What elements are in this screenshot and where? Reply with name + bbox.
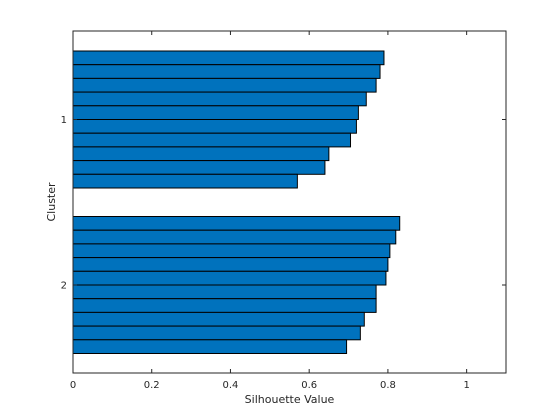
- silhouette-bar: [72, 146, 330, 162]
- x-tick-label: 0: [70, 380, 76, 391]
- y-tick-label: 1: [61, 115, 67, 126]
- silhouette-bar: [72, 229, 397, 245]
- silhouette-bar: [72, 119, 357, 134]
- silhouette-bar: [72, 325, 361, 341]
- x-tick-label: 0.4: [222, 380, 238, 391]
- silhouette-bar: [72, 243, 391, 259]
- silhouette-bar: [72, 91, 367, 107]
- silhouette-bar: [72, 270, 387, 286]
- y-tick-label: 2: [61, 281, 67, 292]
- silhouette-bar: [72, 173, 298, 189]
- x-tick-label: 0.8: [380, 380, 396, 391]
- silhouette-bar: [72, 160, 326, 175]
- axes-box: [72, 30, 507, 374]
- x-axis-ticks: 0 0.2 0.4 0.6 0.8 1: [70, 31, 470, 391]
- silhouette-bar: [72, 339, 348, 354]
- silhouette-bar: [72, 50, 385, 66]
- silhouette-bar: [72, 257, 389, 272]
- silhouette-bar: [72, 64, 381, 79]
- silhouette-bar: [72, 216, 401, 231]
- x-axis-title: Silhouette Value: [245, 393, 335, 406]
- x-tick-label: 1: [463, 380, 469, 391]
- bars-group: [72, 50, 401, 354]
- silhouette-bar: [72, 298, 377, 313]
- silhouette-bar: [72, 132, 352, 148]
- silhouette-bar: [72, 77, 377, 93]
- x-tick-label: 0.2: [144, 380, 160, 391]
- silhouette-bar: [72, 284, 377, 300]
- y-axis-ticks: 12: [61, 115, 506, 292]
- silhouette-bar: [72, 105, 359, 121]
- silhouette-bar: [72, 311, 365, 327]
- y-axis-title: Cluster: [45, 182, 58, 222]
- x-tick-label: 0.6: [301, 380, 317, 391]
